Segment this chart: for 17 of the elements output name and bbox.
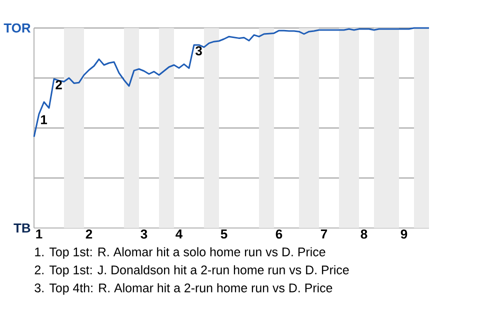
x-tick-label: 5 [220, 230, 228, 239]
x-tick-label: 8 [360, 230, 368, 239]
text: TB [14, 224, 30, 232]
text: TOR [4, 23, 31, 33]
x-tick-label: 2 [86, 230, 92, 239]
x-tick-label: 6 [276, 230, 282, 239]
annotation: 2 [56, 80, 62, 90]
annotation: 3 [195, 46, 202, 56]
text: 3. Top 4th: R. Alomar hit a 2-run home run vs D. Price [34, 283, 332, 295]
x-tick-label: 9 [400, 230, 408, 239]
x-tick-label: 3 [140, 230, 148, 239]
x-tick-label: 4 [176, 230, 183, 238]
text: 1. Top 1st: R. Alomar hit a solo home run vs D. Price [35, 247, 326, 259]
x-tick-label: 1 [36, 230, 42, 238]
annotation: 1 [41, 115, 48, 124]
x-tick-label: 7 [320, 230, 328, 238]
text: 2. Top 1st: J. Donaldson hit a 2-run home run vs D. Price [34, 265, 349, 277]
